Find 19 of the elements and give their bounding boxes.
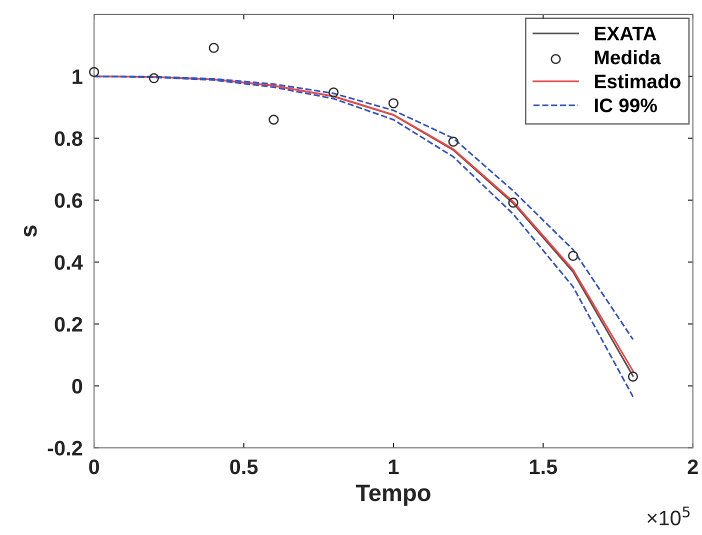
y-tick-label: -0.2 <box>48 440 82 456</box>
legend-label: EXATA <box>594 26 656 40</box>
y-axis-title: s <box>24 226 37 237</box>
x-tick-label: 2 <box>688 459 698 474</box>
x-tick-label: 1.5 <box>530 460 558 474</box>
y-tick-label: 0.8 <box>54 131 82 146</box>
legend-label: Medida <box>594 50 661 64</box>
y-tick-label: 1 <box>72 70 82 84</box>
y-tick-label: 0 <box>72 378 82 394</box>
legend-label: IC 99% <box>594 98 657 112</box>
y-tick-label: 0.2 <box>54 316 82 332</box>
legend-label: Estimado <box>594 74 680 88</box>
x-tick-label: 0.5 <box>230 459 258 474</box>
x-tick-label: 0 <box>89 459 100 474</box>
x-axis-title: Tempo <box>356 484 430 506</box>
y-tick-label: 0.4 <box>54 255 83 270</box>
text: ×10$^{5}$ <box>648 506 690 526</box>
x-tick-label: 1 <box>388 460 399 474</box>
y-tick-label: 0.6 <box>54 193 82 208</box>
